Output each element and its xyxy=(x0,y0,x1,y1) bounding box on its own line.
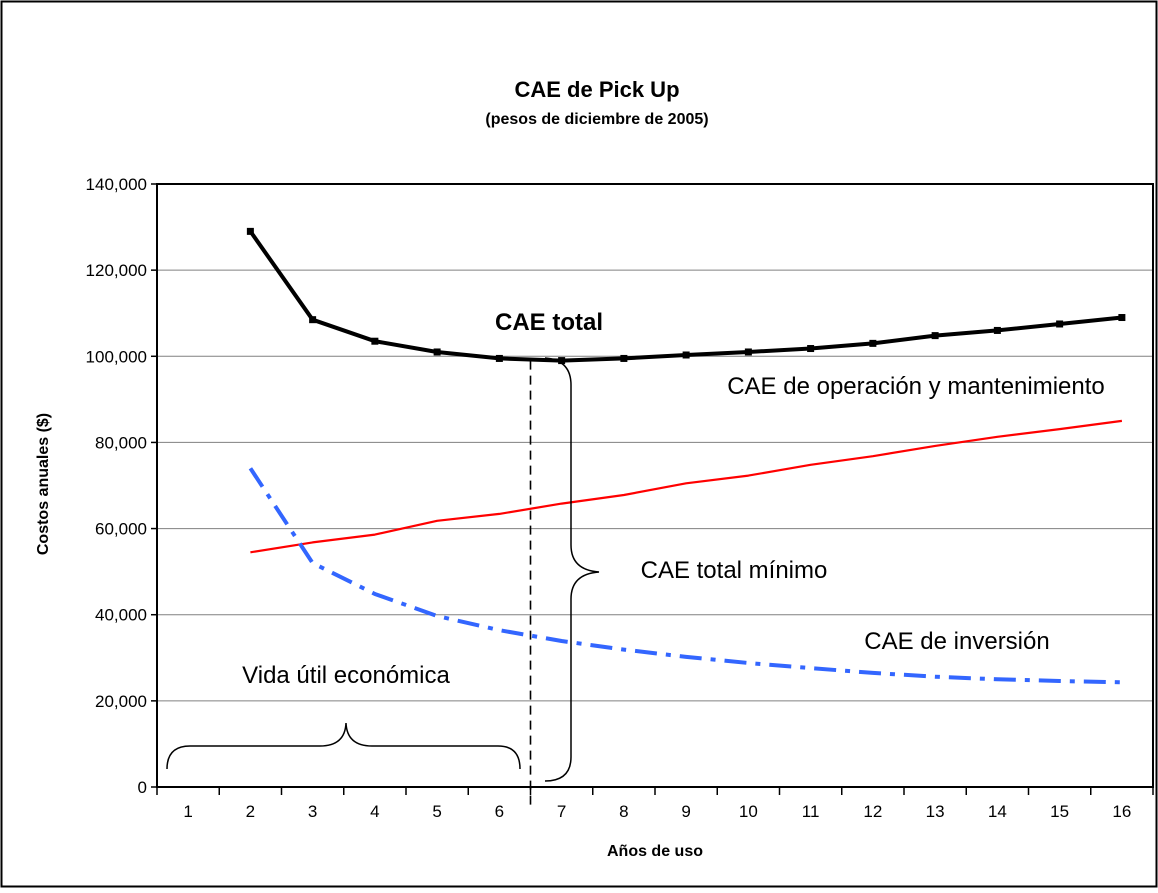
y-tick-label: 60,000 xyxy=(95,520,147,539)
series-line-inversion xyxy=(248,467,1122,685)
series-group xyxy=(246,227,1126,685)
x-tick-label: 14 xyxy=(988,802,1007,821)
y-tick-label: 0 xyxy=(138,778,147,797)
point-marker xyxy=(744,348,752,356)
annotation-minimo: CAE total mínimo xyxy=(641,557,828,584)
annotation-inversion: CAE de inversión xyxy=(864,628,1049,655)
x-tick-label: 10 xyxy=(739,802,758,821)
minimum-brace xyxy=(544,357,600,782)
economic-life-brace xyxy=(166,722,521,770)
chart-subtitle: (pesos de diciembre de 2005) xyxy=(485,111,708,128)
point-marker xyxy=(931,332,939,340)
x-tick-label: 2 xyxy=(246,802,255,821)
point-marker xyxy=(682,351,690,359)
annotation-operacion: CAE de operación y mantenimiento xyxy=(727,373,1105,400)
point-marker xyxy=(993,326,1001,334)
x-tick-label: 9 xyxy=(681,802,690,821)
x-tick-label: 3 xyxy=(308,802,317,821)
x-tick-label: 13 xyxy=(926,802,945,821)
x-tick-label: 6 xyxy=(495,802,504,821)
y-tick-label: 120,000 xyxy=(86,261,147,280)
x-tick-label: 16 xyxy=(1112,802,1131,821)
point-marker xyxy=(869,339,877,347)
chart-title: CAE de Pick Up xyxy=(514,77,679,102)
point-marker xyxy=(246,227,254,235)
point-marker xyxy=(433,348,441,356)
annotation-vida-util: Vida útil económica xyxy=(242,662,450,689)
point-marker xyxy=(371,337,379,345)
x-tick-label: 15 xyxy=(1050,802,1069,821)
y-tick-label: 100,000 xyxy=(86,347,147,366)
x-tick-label: 5 xyxy=(432,802,441,821)
point-marker xyxy=(495,354,503,362)
point-marker xyxy=(807,345,815,353)
x-tick-label: 8 xyxy=(619,802,628,821)
y-tick-label: 40,000 xyxy=(95,606,147,625)
annotation-cae-total: CAE total xyxy=(495,309,603,336)
x-tick-label: 1 xyxy=(183,802,192,821)
y-tick-label: 80,000 xyxy=(95,433,147,452)
y-tick-label: 20,000 xyxy=(95,692,147,711)
series-line-operacion xyxy=(250,419,1123,554)
x-tick-label: 12 xyxy=(863,802,882,821)
x-axis-ticks: 1 2 3 4 5 6 7 8 9 10 11 12 13 14 15 16 xyxy=(156,787,1154,821)
point-marker xyxy=(309,316,317,324)
point-marker xyxy=(1056,320,1064,328)
x-axis-label: Años de uso xyxy=(607,843,703,860)
x-tick-label: 4 xyxy=(370,802,379,821)
x-tick-label: 7 xyxy=(557,802,566,821)
point-marker xyxy=(1118,314,1126,322)
x-tick-label: 11 xyxy=(802,802,820,821)
y-axis-ticks: 0 20,000 40,000 60,000 80,000 100,000 120,000 1… xyxy=(86,175,157,797)
y-tick-label: 140,000 xyxy=(86,175,147,194)
point-marker xyxy=(620,354,628,362)
point-marker xyxy=(558,357,566,365)
y-axis-label: Costos anuales ($) xyxy=(35,413,52,555)
